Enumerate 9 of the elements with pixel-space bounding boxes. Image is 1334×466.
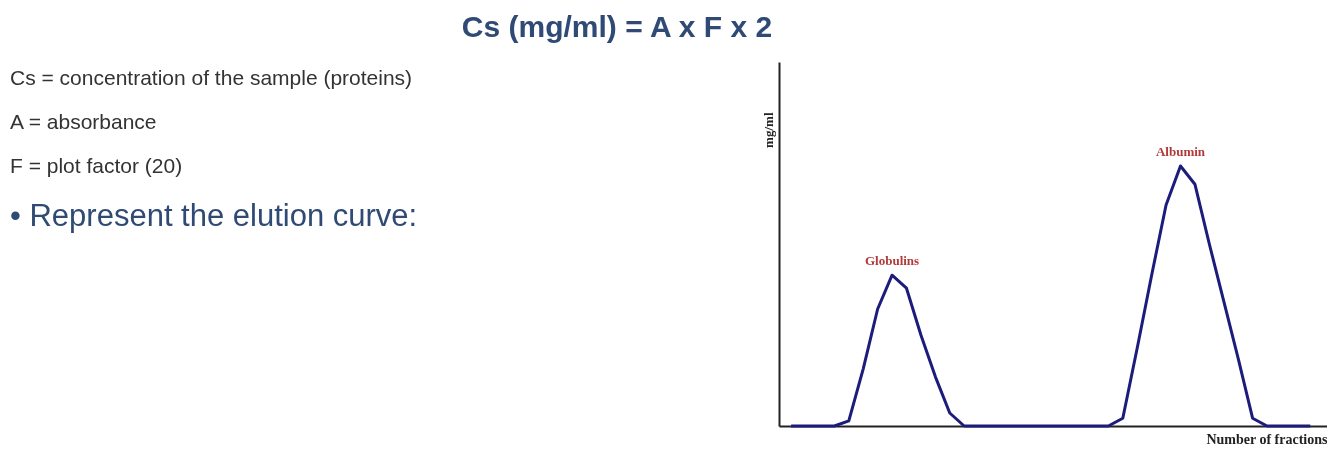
text: Cs = concentration of the sample (proteins): [10, 66, 414, 90]
chart-title: Cs (mg/ml) = A x F x 2: [460, 10, 774, 44]
text: A = absorbance: [10, 110, 158, 134]
text: • Represent the elution curve:: [10, 198, 418, 234]
x-axis-title: Number of fractions: [1206, 431, 1329, 447]
y-axis-title: mg/ml: [760, 112, 776, 148]
annotation: Globulins: [864, 253, 920, 269]
annotation: Albumin: [1155, 144, 1206, 159]
text: F = plot factor (20): [10, 154, 184, 178]
